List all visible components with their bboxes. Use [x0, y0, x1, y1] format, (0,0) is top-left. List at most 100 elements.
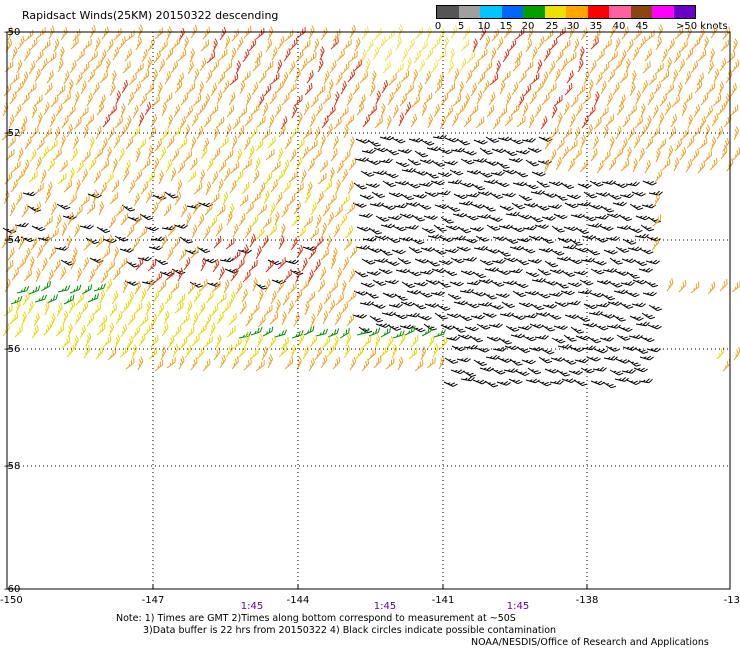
- wind-barb: [385, 260, 400, 266]
- wind-barb: [180, 203, 188, 218]
- wind-barb: [313, 259, 321, 273]
- wind-barb: [160, 128, 169, 141]
- wind-barb: [308, 357, 315, 372]
- wind-barb: [385, 148, 400, 156]
- wind-barb: [217, 292, 227, 305]
- wind-barb: [219, 257, 234, 263]
- wind-barb: [457, 102, 466, 116]
- wind-barb: [46, 294, 58, 304]
- wind-barb: [490, 47, 497, 62]
- wind-barb: [359, 300, 374, 306]
- wind-barb: [439, 236, 454, 242]
- wind-barb: [524, 290, 539, 296]
- wind-barb: [456, 357, 471, 363]
- wind-barb: [22, 292, 30, 306]
- wind-barb: [551, 337, 566, 344]
- wind-barb: [33, 94, 43, 107]
- wind-barb: [460, 376, 475, 382]
- wind-barb: [101, 26, 109, 40]
- wind-barb: [198, 81, 204, 96]
- wind-barb: [41, 146, 49, 160]
- wind-barb: [557, 344, 572, 349]
- wind-barb: [304, 301, 310, 316]
- wind-barb: [599, 106, 609, 119]
- wind-barb: [291, 330, 304, 339]
- wind-barb: [588, 79, 594, 94]
- legend-label: 35: [589, 21, 603, 32]
- wind-barb: [119, 248, 134, 253]
- wind-barb: [465, 192, 480, 198]
- wind-barb: [411, 326, 426, 333]
- wind-barb: [644, 48, 653, 62]
- wind-barb: [199, 169, 206, 184]
- wind-barb: [189, 157, 198, 171]
- wind-barb: [30, 237, 38, 251]
- wind-barb: [615, 246, 630, 253]
- wind-barb: [199, 57, 207, 72]
- wind-barb: [343, 124, 349, 139]
- wind-barb: [328, 193, 337, 206]
- wind-barb: [231, 28, 240, 42]
- wind-barb: [542, 192, 557, 198]
- wind-barb: [590, 37, 599, 50]
- wind-barb: [549, 37, 558, 51]
- wind-barb: [368, 104, 377, 117]
- wind-barb: [613, 182, 628, 188]
- legend-swatch: [566, 6, 588, 18]
- wind-barb: [352, 313, 367, 319]
- wind-barb: [226, 325, 236, 338]
- wind-barb: [361, 358, 370, 372]
- wind-barb: [535, 81, 544, 94]
- wind-barb: [564, 202, 579, 209]
- wind-barb: [465, 69, 473, 84]
- wind-barb: [336, 267, 342, 282]
- wind-barb: [192, 312, 199, 327]
- wind-barb: [315, 214, 322, 229]
- wind-barb: [680, 128, 689, 141]
- wind-barb: [466, 280, 481, 286]
- wind-barb: [342, 150, 351, 163]
- wind-barb: [72, 28, 81, 42]
- wind-barb: [315, 328, 329, 337]
- wind-barb: [302, 345, 309, 360]
- wind-barb: [410, 238, 425, 245]
- wind-barb: [125, 260, 139, 268]
- wind-barb: [74, 91, 80, 106]
- wind-barb: [414, 359, 424, 372]
- wind-barb: [73, 117, 82, 130]
- wind-barb: [53, 259, 61, 273]
- wind-barb: [678, 279, 687, 293]
- wind-barb: [508, 268, 523, 274]
- wind-barb: [166, 246, 174, 261]
- wind-barb: [270, 179, 278, 193]
- wind-barb: [317, 172, 327, 185]
- wind-barb: [34, 294, 47, 303]
- wind-barb: [573, 270, 588, 276]
- wind-barb: [451, 345, 466, 352]
- wind-barb: [53, 38, 60, 53]
- wind-barb: [170, 281, 180, 294]
- wind-barb: [217, 71, 226, 85]
- wind-barb: [549, 379, 564, 385]
- wind-barb: [166, 135, 175, 149]
- wind-barb: [66, 235, 72, 250]
- wind-barb: [568, 370, 583, 375]
- wind-barb: [81, 61, 90, 75]
- wind-barb: [510, 103, 520, 116]
- wind-barb: [535, 204, 550, 211]
- wind-barb: [522, 225, 537, 231]
- wind-barb: [320, 354, 328, 369]
- wind-barb: [573, 148, 582, 161]
- wind-barb: [703, 36, 709, 51]
- wind-barb: [245, 313, 253, 327]
- wind-barb: [725, 69, 733, 84]
- wind-barb: [262, 102, 269, 117]
- wind-barb: [515, 370, 530, 376]
- wind-barb: [590, 380, 605, 386]
- wind-barb: [586, 248, 601, 256]
- wind-barb: [72, 247, 78, 262]
- wind-barb: [615, 358, 630, 364]
- wind-barb: [313, 148, 322, 161]
- wind-barb: [516, 237, 531, 243]
- wind-barb: [691, 37, 701, 50]
